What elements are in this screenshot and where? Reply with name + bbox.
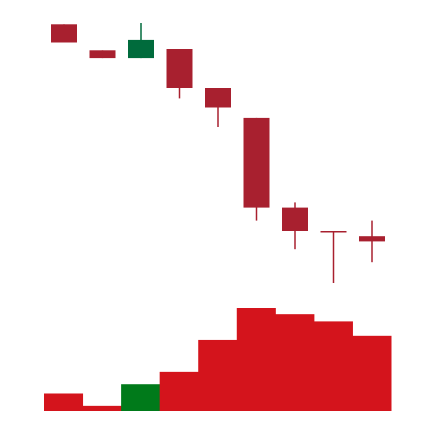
volume-bar: [352, 335, 392, 411]
candle: [205, 88, 231, 127]
volume-bar: [275, 314, 315, 411]
candle: [166, 49, 193, 99]
candle-body: [320, 231, 347, 233]
candle: [243, 117, 270, 221]
volume-bar: [236, 308, 276, 411]
candle: [51, 24, 77, 43]
volume-series: [44, 308, 392, 411]
candlestick-series: [51, 23, 385, 283]
candle-body: [166, 49, 193, 88]
volume-bar: [313, 321, 353, 411]
candle-body: [51, 24, 77, 43]
candle-body: [243, 117, 270, 208]
candle: [359, 220, 385, 263]
candle: [89, 50, 116, 59]
candle-body: [359, 236, 385, 242]
volume-bar: [44, 393, 84, 411]
candle: [282, 202, 308, 250]
volume-bar: [159, 371, 199, 411]
candle-body: [89, 50, 116, 59]
candle: [320, 231, 347, 283]
candle-body: [128, 39, 154, 59]
volume-bar: [198, 339, 238, 411]
volume-bar: [82, 405, 122, 411]
volume-bar: [121, 384, 161, 411]
candle-body: [282, 207, 308, 231]
candle-body: [205, 88, 231, 108]
candle: [128, 23, 154, 59]
